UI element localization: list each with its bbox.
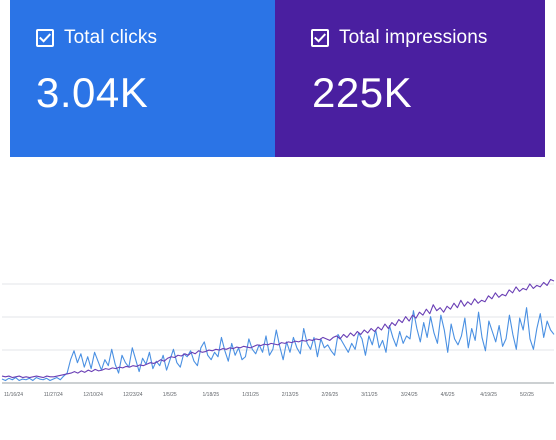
x-tick-label: 1/5/25 (163, 392, 177, 398)
chart-grid (2, 283, 554, 384)
x-tick-label: 3/11/25 (361, 392, 378, 398)
x-axis-labels: 11/16/24 11/27/24 12/10/24 12/23/24 1/5/25 1/… (4, 392, 534, 398)
total-impressions-header: Total impressions (311, 27, 487, 49)
x-tick-label: 11/16/24 (4, 392, 23, 398)
clicks-series-line (1, 307, 555, 382)
x-tick-label: 3/24/25 (401, 392, 418, 398)
impressions-series-line (1, 278, 555, 379)
total-clicks-checkbox[interactable] (36, 29, 54, 47)
x-tick-label: 11/27/24 (44, 392, 63, 398)
total-clicks-card[interactable]: Total clicks 3.04K (10, 0, 275, 157)
total-impressions-value: 225K (312, 69, 413, 116)
performance-chart-svg: 11/16/24 11/27/24 12/10/24 12/23/24 1/5/25 1/… (1, 278, 555, 398)
total-clicks-label: Total clicks (64, 27, 158, 48)
x-tick-label: 1/31/25 (242, 392, 259, 398)
x-tick-label: 1/18/25 (203, 392, 220, 398)
x-tick-label: 2/13/25 (282, 392, 299, 398)
x-tick-label: 2/26/25 (322, 392, 339, 398)
x-tick-label: 12/23/24 (123, 392, 143, 398)
total-clicks-header: Total clicks (36, 27, 157, 49)
total-impressions-card[interactable]: Total impressions 225K (275, 0, 545, 157)
x-tick-label: 5/2/25 (520, 392, 534, 398)
total-clicks-value: 3.04K (36, 69, 149, 116)
total-impressions-checkbox[interactable] (311, 29, 329, 47)
x-tick-label: 4/6/25 (441, 392, 455, 398)
checkmark-icon (39, 33, 52, 43)
total-impressions-label: Total impressions (339, 27, 488, 48)
x-tick-label: 12/10/24 (83, 392, 103, 398)
checkmark-icon (314, 33, 327, 43)
performance-chart[interactable]: 11/16/24 11/27/24 12/10/24 12/23/24 1/5/25 1/… (0, 268, 556, 418)
x-tick-label: 4/19/25 (480, 392, 497, 398)
